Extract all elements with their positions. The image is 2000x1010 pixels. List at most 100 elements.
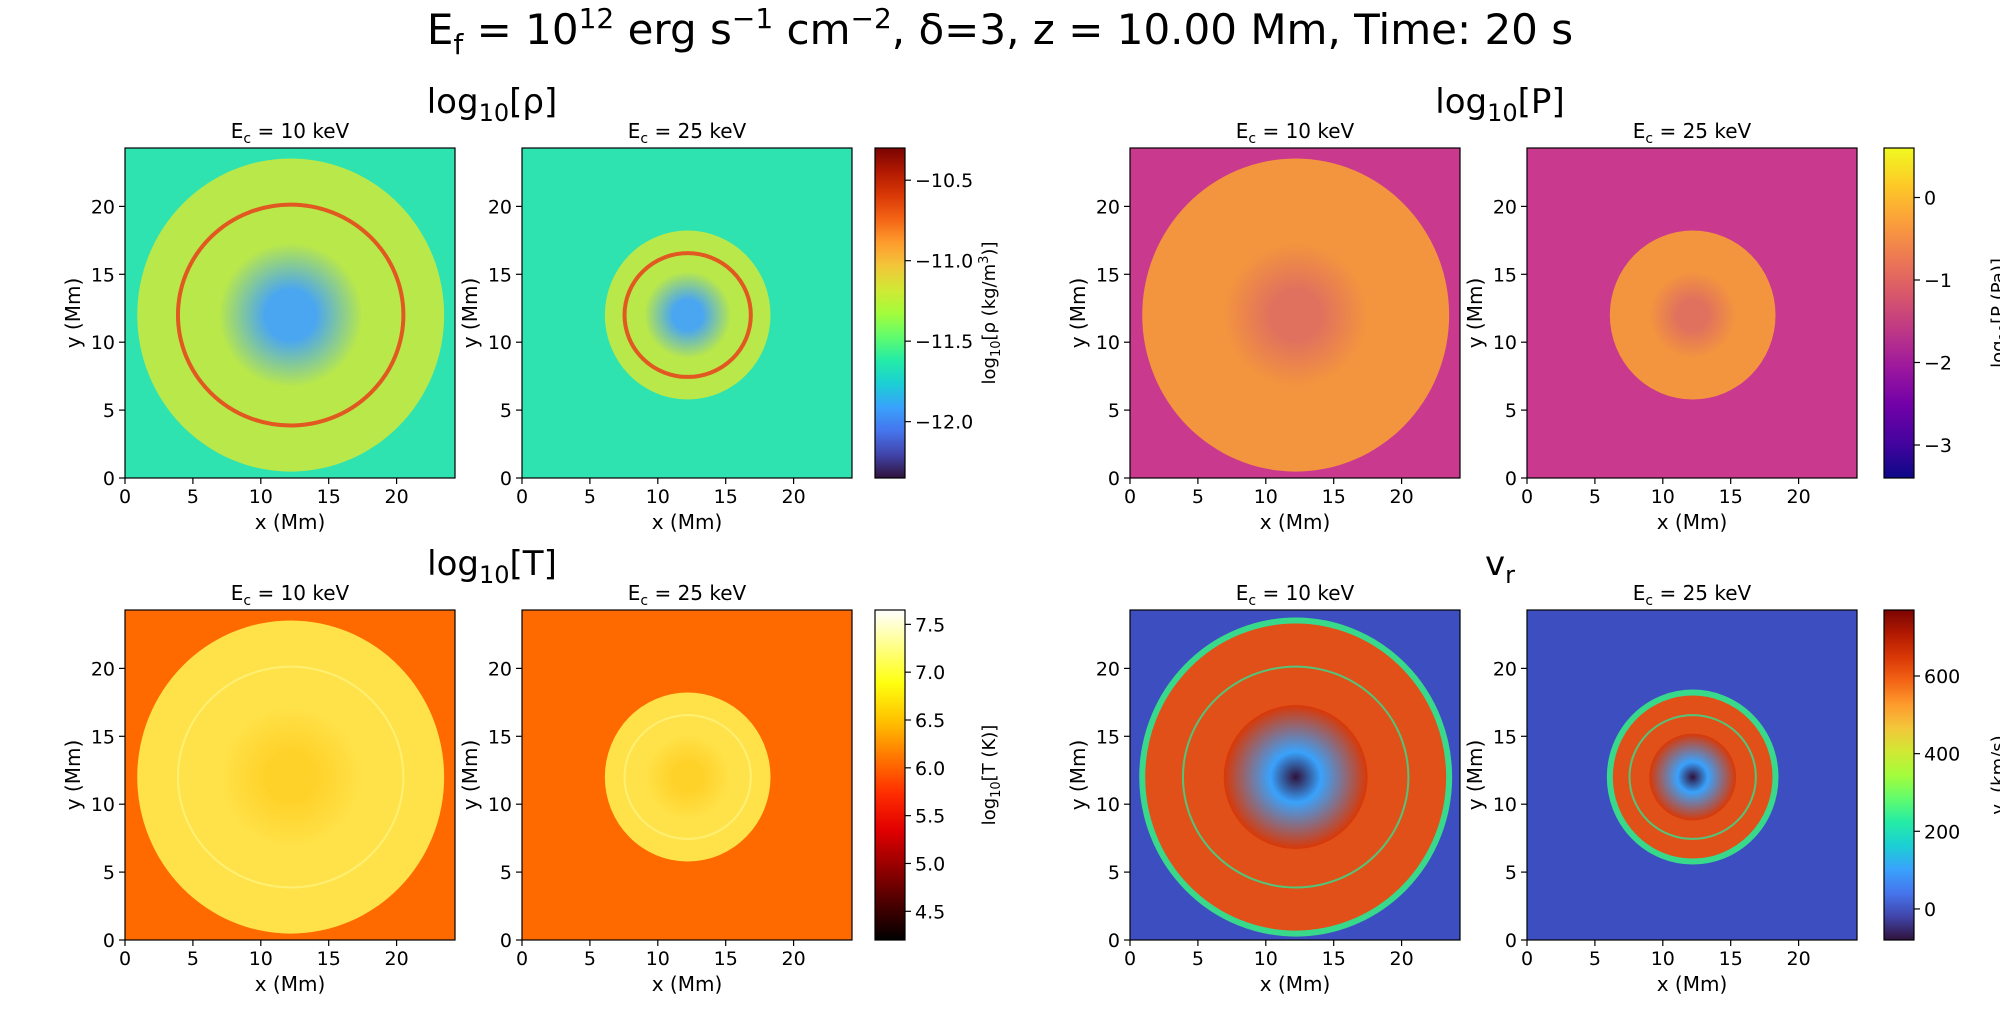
colorbar-tick-label: −3 [1924,435,1952,457]
panel-title: Ec = 10 keV [1236,581,1355,609]
x-axis-label: x (Mm) [652,510,723,534]
x-tick-label: 20 [782,948,806,970]
y-tick-label: 20 [488,658,512,680]
y-tick-label: 20 [488,196,512,218]
colorbar-tick-label: 6.0 [915,758,945,780]
axes-frame [124,609,456,941]
colorbar-tick-label: 0 [1924,899,1936,921]
axes-frame [1129,609,1461,941]
colorbar-tick-label: 5.5 [915,806,945,828]
y-tick-label: 15 [91,726,115,748]
figure-title: Ef = 1012 erg s−1 cm−2, δ=3, z = 10.00 M… [427,2,1573,61]
colorbar-tick-label: 6.5 [915,710,945,732]
core-region [218,243,363,388]
ring-front [1628,252,1757,378]
x-tick-label: 15 [317,486,341,508]
y-tick-label: 15 [1096,726,1120,748]
x-tick-label: 10 [1651,486,1675,508]
y-tick-label: 15 [488,726,512,748]
x-tick-label: 0 [516,948,528,970]
y-tick-label: 10 [1493,794,1517,816]
colorbar-tick-label: −11.5 [915,331,973,353]
y-tick-label: 5 [1108,862,1120,884]
x-tick-label: 0 [1124,948,1136,970]
x-tick-label: 20 [1390,948,1414,970]
x-axis-label: x (Mm) [1260,510,1331,534]
core-region [218,705,363,850]
ring-front [176,665,405,889]
core-region [1649,271,1737,359]
y-tick-label: 10 [1096,332,1120,354]
y-tick-label: 5 [103,862,115,884]
colorbar [1883,147,1915,479]
heatmap-panel [1130,148,1460,478]
y-tick-label: 0 [500,930,512,952]
x-tick-label: 15 [1322,948,1346,970]
heatmap-panel [125,148,455,478]
x-tick-label: 10 [1651,948,1675,970]
x-tick-label: 15 [1322,486,1346,508]
colorbar-tick-label: 400 [1924,744,1960,766]
axes-frame [124,147,456,479]
x-tick-label: 5 [187,486,199,508]
y-tick-label: 0 [1505,930,1517,952]
colorbar-tick-label: 0 [1924,188,1936,210]
colorbar-tick-label: −2 [1924,353,1952,375]
x-tick-label: 0 [1521,948,1533,970]
colorbar-tick-label: 4.5 [915,901,945,923]
x-tick-label: 20 [1787,486,1811,508]
panel-title: Ec = 25 keV [1633,119,1752,147]
y-tick-label: 0 [1505,468,1517,490]
group-title-temperature: log10[T] [427,544,557,589]
panel-title: Ec = 10 keV [1236,119,1355,147]
colorbar-label: log10[P (Pa)] [1988,258,2000,368]
x-axis-label: x (Mm) [1657,972,1728,996]
y-tick-label: 20 [1493,196,1517,218]
y-tick-label: 10 [1493,332,1517,354]
ring-edge [1139,617,1453,937]
colorbar [874,609,906,941]
x-tick-label: 10 [646,948,670,970]
x-tick-label: 15 [1719,948,1743,970]
x-tick-label: 20 [1787,948,1811,970]
y-tick-label: 15 [1493,264,1517,286]
x-tick-label: 20 [385,948,409,970]
x-axis-label: x (Mm) [1260,972,1331,996]
y-tick-label: 20 [1493,658,1517,680]
x-tick-label: 20 [782,486,806,508]
y-tick-label: 15 [91,264,115,286]
x-tick-label: 15 [317,948,341,970]
x-tick-label: 5 [1589,486,1601,508]
axes-frame [521,609,853,941]
y-tick-label: 15 [488,264,512,286]
colorbar-tick-label: −11.0 [915,251,973,273]
x-tick-label: 10 [1254,486,1278,508]
y-tick-label: 10 [91,332,115,354]
axes-frame [521,147,853,479]
panel-title: Ec = 25 keV [628,581,747,609]
colorbar-label: vr (km/s) [1988,735,2000,814]
y-tick-label: 5 [500,400,512,422]
group-title-pressure: log10[P] [1435,82,1564,127]
heatmap-panel [1527,148,1857,478]
colorbar-tick-label: 200 [1924,821,1960,843]
core-region [1223,705,1368,850]
x-tick-label: 0 [119,948,131,970]
x-tick-label: 0 [1521,486,1533,508]
core-region [644,733,732,821]
heatmap-panel [522,610,852,940]
heatmap-panel [522,148,852,478]
colorbar-tick-label: 7.0 [915,662,945,684]
y-axis-label: y (Mm) [61,740,85,811]
y-axis-label: y (Mm) [1463,278,1487,349]
ring-edge [1606,689,1779,865]
x-axis-label: x (Mm) [255,972,326,996]
x-axis-label: x (Mm) [255,510,326,534]
y-axis-label: y (Mm) [1066,278,1090,349]
y-tick-label: 0 [1108,930,1120,952]
y-tick-label: 0 [1108,468,1120,490]
y-tick-label: 5 [1108,400,1120,422]
colorbar-tick-label: −12.0 [915,412,973,434]
y-tick-label: 0 [103,468,115,490]
x-tick-label: 5 [1192,948,1204,970]
